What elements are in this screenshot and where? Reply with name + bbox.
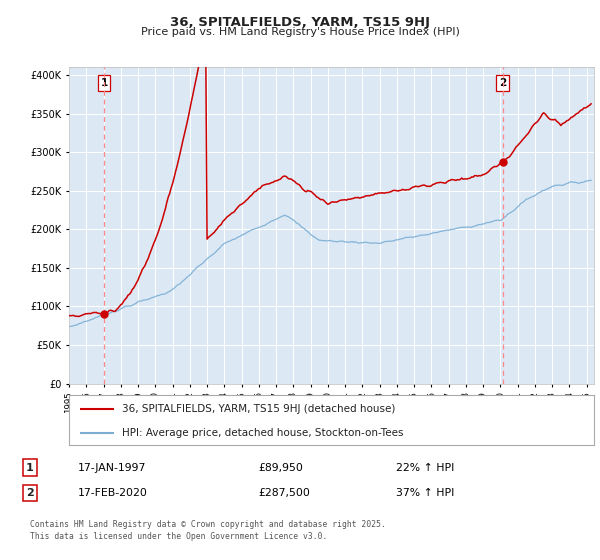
Text: 2: 2 xyxy=(26,488,34,498)
Text: 22% ↑ HPI: 22% ↑ HPI xyxy=(396,463,454,473)
Text: 17-JAN-1997: 17-JAN-1997 xyxy=(78,463,146,473)
Text: 17-FEB-2020: 17-FEB-2020 xyxy=(78,488,148,498)
Text: 2: 2 xyxy=(499,78,506,88)
Text: HPI: Average price, detached house, Stockton-on-Tees: HPI: Average price, detached house, Stoc… xyxy=(121,428,403,437)
Text: 1: 1 xyxy=(26,463,34,473)
Text: 36, SPITALFIELDS, YARM, TS15 9HJ (detached house): 36, SPITALFIELDS, YARM, TS15 9HJ (detach… xyxy=(121,404,395,414)
Text: 1: 1 xyxy=(101,78,108,88)
Text: Price paid vs. HM Land Registry's House Price Index (HPI): Price paid vs. HM Land Registry's House … xyxy=(140,27,460,37)
Text: 36, SPITALFIELDS, YARM, TS15 9HJ: 36, SPITALFIELDS, YARM, TS15 9HJ xyxy=(170,16,430,29)
Text: Contains HM Land Registry data © Crown copyright and database right 2025.: Contains HM Land Registry data © Crown c… xyxy=(30,520,386,529)
Text: This data is licensed under the Open Government Licence v3.0.: This data is licensed under the Open Gov… xyxy=(30,532,328,541)
Text: 37% ↑ HPI: 37% ↑ HPI xyxy=(396,488,454,498)
Text: £89,950: £89,950 xyxy=(258,463,303,473)
Text: £287,500: £287,500 xyxy=(258,488,310,498)
